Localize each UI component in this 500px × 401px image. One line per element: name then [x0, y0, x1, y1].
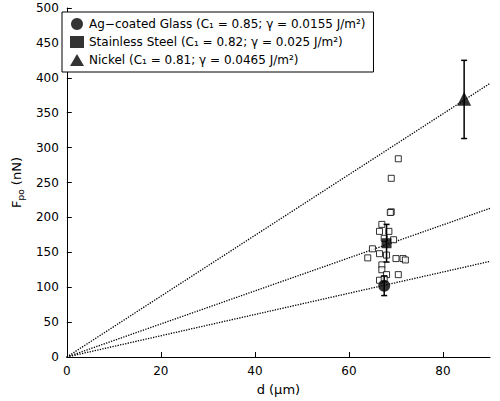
svg-text:80: 80 — [435, 364, 450, 378]
svg-text:150: 150 — [36, 245, 59, 259]
svg-text:Stainless Steel (C₁ = 0.82; γ: Stainless Steel (C₁ = 0.82; γ = 0.025 J/… — [89, 35, 343, 49]
svg-text:Ag−coated Glass (C₁ = 0.85; γ: Ag−coated Glass (C₁ = 0.85; γ = 0.0155 J… — [89, 17, 365, 31]
svg-text:(nN): (nN) — [9, 157, 24, 189]
svg-text:40: 40 — [247, 364, 262, 378]
svg-text:50: 50 — [44, 315, 59, 329]
svg-text:300: 300 — [36, 141, 59, 155]
svg-text:200: 200 — [36, 210, 59, 224]
svg-text:po: po — [16, 189, 26, 201]
svg-text:250: 250 — [36, 176, 59, 190]
svg-text:60: 60 — [341, 364, 356, 378]
svg-text:450: 450 — [36, 36, 59, 50]
svg-text:400: 400 — [36, 71, 59, 85]
svg-text:500: 500 — [36, 1, 59, 15]
svg-text:350: 350 — [36, 106, 59, 120]
svg-text:20: 20 — [153, 364, 168, 378]
svg-text:d (μm): d (μm) — [257, 382, 300, 397]
svg-text:0: 0 — [63, 364, 71, 378]
svg-text:F: F — [9, 200, 24, 207]
svg-text:0: 0 — [51, 350, 59, 364]
svg-text:100: 100 — [36, 280, 59, 294]
svg-text:Nickel (C₁ = 0.81; γ = 0.0465: Nickel (C₁ = 0.81; γ = 0.0465 J/m²) — [89, 53, 298, 67]
